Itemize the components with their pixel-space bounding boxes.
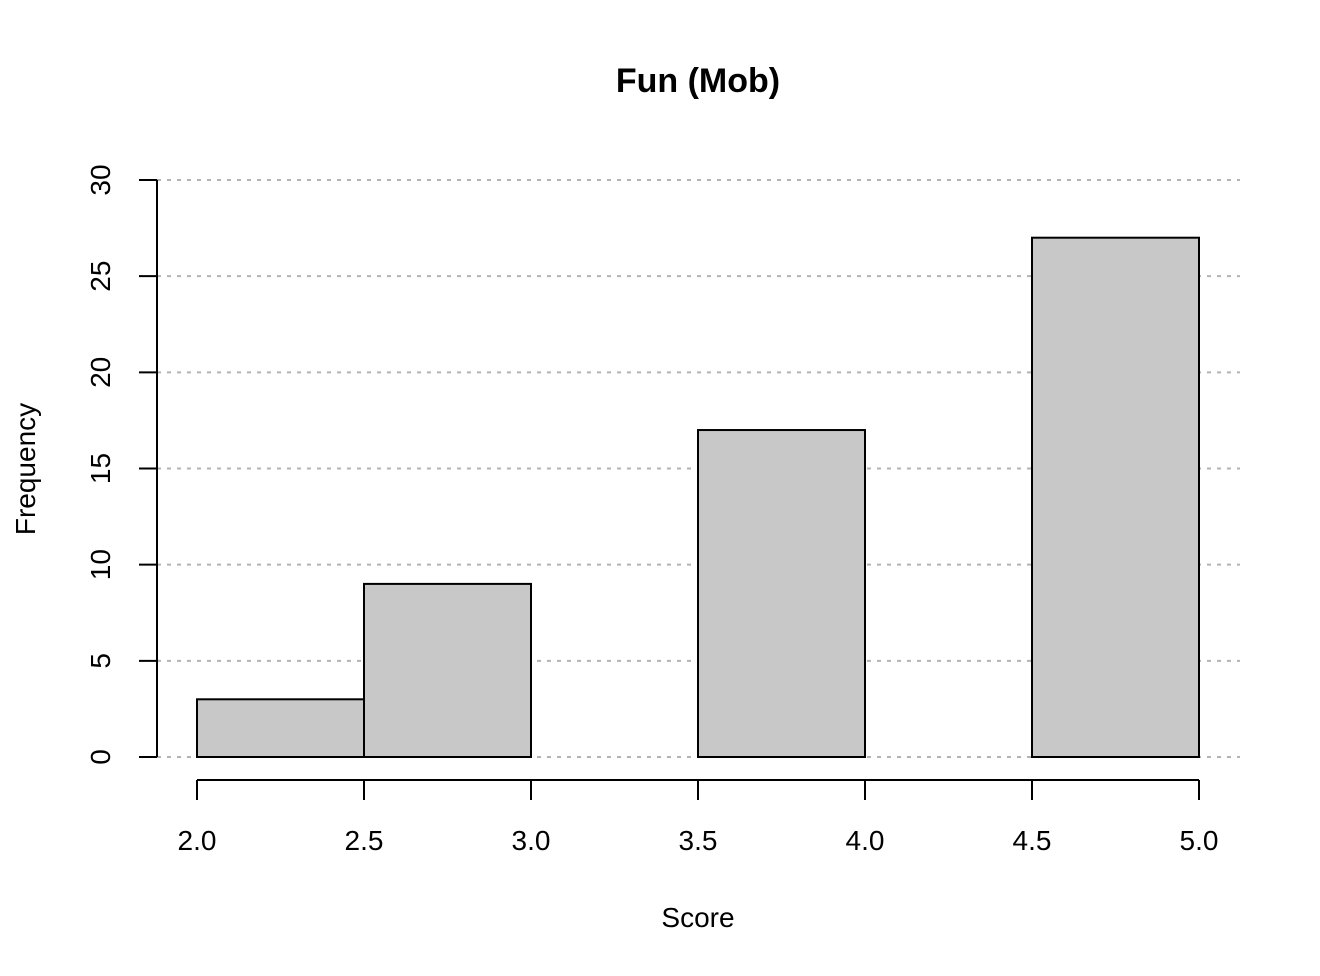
y-axis: 0 5 10 15 20 25 30 xyxy=(85,164,158,765)
x-tick-label: 3.5 xyxy=(679,825,718,856)
x-tick-label: 2.5 xyxy=(345,825,384,856)
y-tick-label: 5 xyxy=(85,653,116,669)
x-tick-label: 4.5 xyxy=(1013,825,1052,856)
x-axis: 2.0 2.5 3.0 3.5 4.0 4.5 5.0 xyxy=(178,779,1219,856)
y-tick-label: 30 xyxy=(85,164,116,195)
y-tick-label: 10 xyxy=(85,549,116,580)
x-tick-label: 4.0 xyxy=(846,825,885,856)
histogram-bar xyxy=(1031,236,1200,758)
x-tick-label: 2.0 xyxy=(178,825,217,856)
y-tick-label: 20 xyxy=(85,357,116,388)
x-axis-label: Score xyxy=(661,902,734,933)
histogram-bar xyxy=(363,582,532,759)
chart-title: Fun (Mob) xyxy=(616,62,780,100)
bars xyxy=(196,236,1200,759)
x-tick-label: 3.0 xyxy=(512,825,551,856)
y-tick-label: 25 xyxy=(85,261,116,292)
histogram-bar xyxy=(697,429,866,758)
y-tick-label: 0 xyxy=(85,749,116,765)
y-axis-label: Frequency xyxy=(10,403,41,535)
x-tick-label: 5.0 xyxy=(1180,825,1219,856)
histogram-bar xyxy=(196,698,365,758)
y-tick-label: 15 xyxy=(85,453,116,484)
